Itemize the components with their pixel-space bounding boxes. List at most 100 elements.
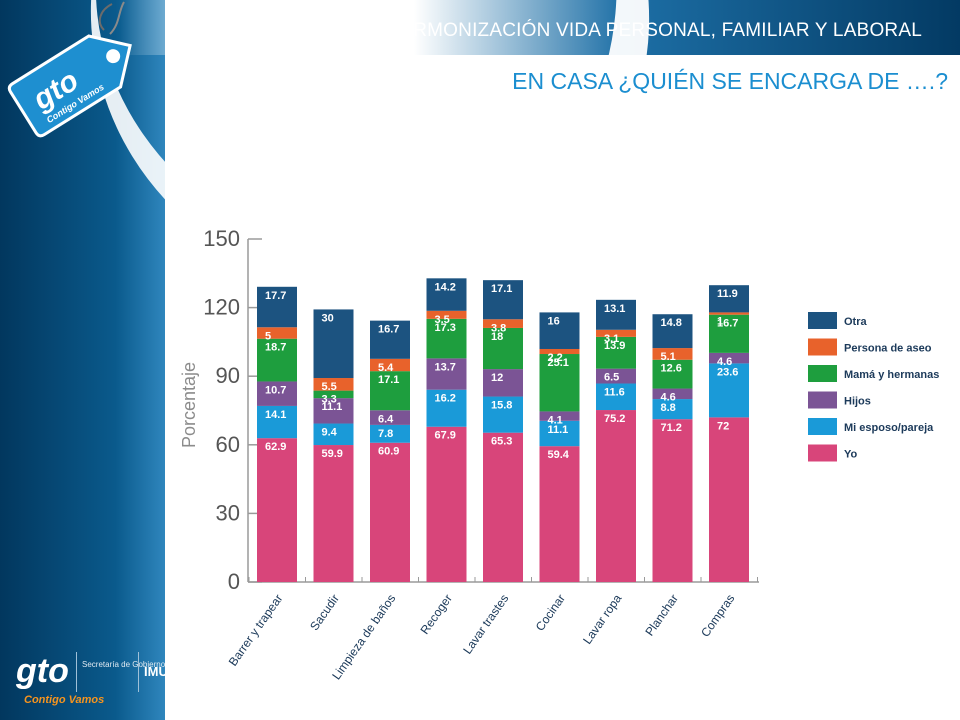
y-tick-label: 30 — [216, 500, 240, 525]
category-label: Cocinar — [533, 592, 568, 634]
data-label: 13.7 — [435, 361, 456, 373]
category-label: Recoger — [417, 592, 454, 637]
legend-swatch — [808, 338, 837, 356]
bar-segment — [313, 398, 354, 424]
data-label: 7.8 — [378, 428, 393, 440]
bar-segment — [426, 278, 467, 311]
data-label: 11.6 — [604, 387, 625, 399]
bar-segment — [483, 319, 523, 328]
category-label: Planchar — [642, 592, 681, 639]
bar-segment — [483, 369, 523, 397]
data-label: 5 — [265, 330, 271, 342]
data-label: 4.1 — [548, 414, 563, 426]
data-label: 65.3 — [491, 436, 512, 448]
data-label: 17.1 — [378, 374, 399, 386]
data-label: 14.8 — [661, 317, 682, 329]
bar-segment — [257, 327, 297, 339]
bar-segment — [596, 383, 636, 411]
bar-segment — [539, 354, 580, 412]
data-label: 75.2 — [604, 413, 625, 425]
y-tick-label: 120 — [203, 295, 240, 320]
footer-divider — [76, 652, 77, 692]
legend-swatch — [808, 418, 837, 435]
page-header-title: ARMONIZACIÓN VIDA PERSONAL, FAMILIAR Y L… — [400, 20, 922, 41]
data-label: 18 — [491, 331, 503, 343]
data-label: 17.1 — [491, 283, 512, 295]
category-label: Limpieza de baños — [329, 592, 398, 683]
bar-segment — [652, 399, 693, 420]
category-label: Lavar trastes — [460, 592, 511, 657]
bar-segment — [539, 312, 580, 349]
bar-segment — [426, 389, 467, 427]
bar-segment — [370, 442, 410, 582]
legend-label: Otra — [844, 316, 868, 328]
data-label: 12.6 — [661, 363, 682, 375]
data-label: 2.2 — [548, 352, 563, 364]
bar-segment — [370, 371, 410, 411]
legend-swatch — [808, 444, 837, 462]
data-label: 3.8 — [491, 322, 506, 334]
gto-tag-logo: gto Contigo Vamos — [7, 1, 132, 138]
legend-swatch — [808, 365, 837, 382]
category-label: Sacudir — [307, 592, 342, 633]
data-label: 12 — [491, 372, 503, 384]
legend-label: Hijos — [844, 396, 871, 408]
bar-segment — [596, 299, 636, 330]
bar-segment — [370, 424, 410, 443]
legend-label: Mi esposo/pareja — [844, 422, 934, 434]
bar-segment — [483, 396, 523, 433]
legend-label: Yo — [844, 449, 858, 461]
legend-label: Persona de aseo — [844, 343, 932, 355]
bar-segment — [257, 338, 297, 382]
bar-segment — [313, 378, 354, 391]
bar-segment — [652, 314, 693, 349]
footer-gto-logo-text: gto — [16, 652, 69, 690]
y-tick-label: 150 — [203, 226, 240, 251]
bar-segment — [652, 348, 693, 360]
bar-segment — [313, 445, 354, 582]
data-label: 16 — [548, 315, 560, 327]
data-label: 6.4 — [378, 413, 394, 425]
data-label: 10.7 — [265, 384, 286, 396]
data-label: 5.1 — [661, 351, 676, 363]
data-label: 5.5 — [322, 381, 337, 393]
data-label: 67.9 — [435, 430, 456, 442]
bar-segment — [539, 446, 580, 582]
data-label: 6.5 — [604, 372, 619, 384]
bar-segment — [652, 388, 693, 400]
bar-segment — [313, 423, 354, 446]
bar-segment — [483, 280, 523, 320]
data-label: 11.1 — [322, 401, 343, 413]
category-label: Lavar ropa — [580, 591, 625, 646]
footer-tagline: Contigo Vamos — [24, 694, 105, 706]
data-label: 72 — [717, 420, 729, 432]
bar-segment — [539, 348, 580, 355]
data-label: 14.2 — [435, 281, 456, 293]
bar-segment — [596, 368, 636, 384]
footer-imug: IMUG — [144, 664, 178, 679]
bar-segment — [257, 286, 297, 328]
bar-segment — [483, 432, 523, 582]
category-label: Barrer y trapear — [226, 592, 286, 669]
bar-segment — [257, 381, 297, 406]
data-label: 18.7 — [265, 342, 286, 354]
bar-segment — [709, 417, 749, 582]
bar-segment — [709, 312, 749, 315]
bar-segment — [539, 420, 580, 447]
y-tick-label: 0 — [228, 569, 240, 594]
y-tick-label: 90 — [216, 363, 240, 388]
bar-segment — [596, 336, 636, 369]
bar-segment — [370, 320, 410, 359]
bar-segment — [709, 285, 749, 313]
bar-segment — [652, 359, 693, 389]
data-label: 25.1 — [548, 357, 569, 369]
data-label: 3.1 — [604, 333, 619, 345]
data-label: 59.4 — [548, 449, 570, 461]
data-label: 30 — [322, 312, 334, 324]
bar-segment — [539, 411, 580, 421]
bar-segment — [370, 410, 410, 425]
data-label: 60.9 — [378, 446, 399, 458]
data-label: 16.2 — [435, 393, 456, 405]
bar-segment — [257, 405, 297, 439]
